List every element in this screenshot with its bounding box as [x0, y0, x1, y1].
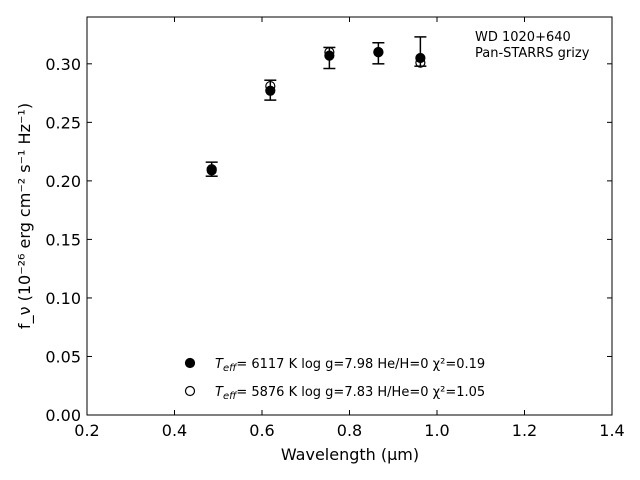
- legend-marker-filled: [184, 357, 196, 369]
- x-tick-label: 0.6: [249, 421, 274, 440]
- annotation-line-1: WD 1020+640: [475, 30, 571, 45]
- error-bars: [205, 36, 427, 177]
- y-tick-label: 0.25: [45, 113, 81, 132]
- model-point-filled: [324, 50, 335, 61]
- legend-entry: Teff= 6117 K log g=7.98 He/H=0 χ²=0.19: [215, 357, 485, 374]
- x-axis-label: Wavelength (μm): [281, 445, 419, 464]
- y-tick-label: 0.10: [45, 289, 81, 308]
- legend-entry: Teff= 5876 K log g=7.83 H/He=0 χ²=1.05: [215, 385, 485, 402]
- y-tick-label: 0.05: [45, 347, 81, 366]
- data-points: [206, 47, 426, 176]
- axis-ticks: 0.2 0.4 0.6 0.8 1.0 1.2 1.4 0.00 0.05 0.10 0.15 0.2…: [45, 17, 625, 440]
- x-tick-label: 0.8: [337, 421, 362, 440]
- model-point-open: [324, 47, 335, 58]
- model-point-open: [415, 57, 426, 68]
- y-axis-label: f_ν (10⁻²⁶ erg cm⁻² s⁻¹ Hz⁻¹): [15, 103, 35, 329]
- plot-frame: [86, 16, 613, 416]
- x-tick-label: 1.4: [599, 421, 624, 440]
- legend: Teff= 6117 K log g=7.98 He/H=0 χ²=0.19 Te…: [184, 357, 485, 402]
- annotation-line-2: Pan-STARRS grizy: [475, 46, 590, 61]
- model-point-open: [206, 164, 217, 175]
- x-tick-label: 0.2: [74, 421, 99, 440]
- y-tick-label: 0.20: [45, 172, 81, 191]
- y-tick-label: 0.30: [45, 55, 81, 74]
- x-tick-label: 0.4: [162, 421, 187, 440]
- y-tick-label: 0.00: [45, 406, 81, 425]
- x-tick-label: 1.2: [512, 421, 537, 440]
- x-tick-label: 1.0: [424, 421, 449, 440]
- legend-marker-open: [184, 385, 196, 397]
- model-point-open: [265, 80, 276, 92]
- model-point-open: [373, 47, 384, 58]
- y-tick-label: 0.15: [45, 230, 81, 249]
